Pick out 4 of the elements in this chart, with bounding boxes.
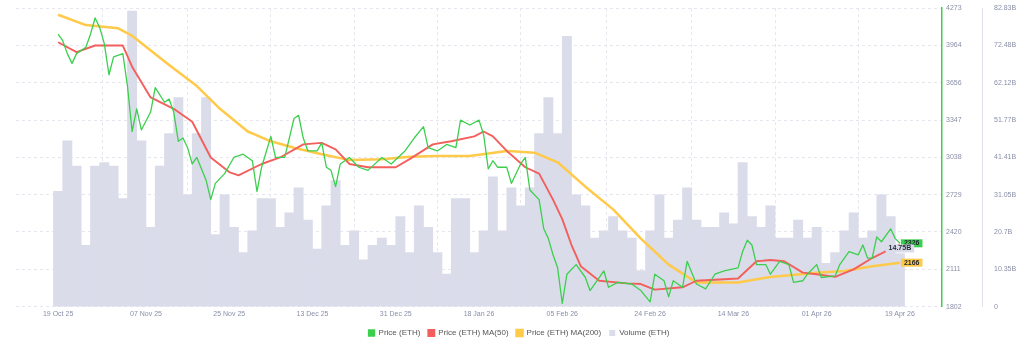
legend-label: Volume (ETH) <box>619 328 670 338</box>
legend-label: Price (ETH) <box>378 328 421 338</box>
legend-label: Price (ETH) MA(50) <box>438 328 509 338</box>
legend-label: Price (ETH) MA(200) <box>526 328 602 338</box>
